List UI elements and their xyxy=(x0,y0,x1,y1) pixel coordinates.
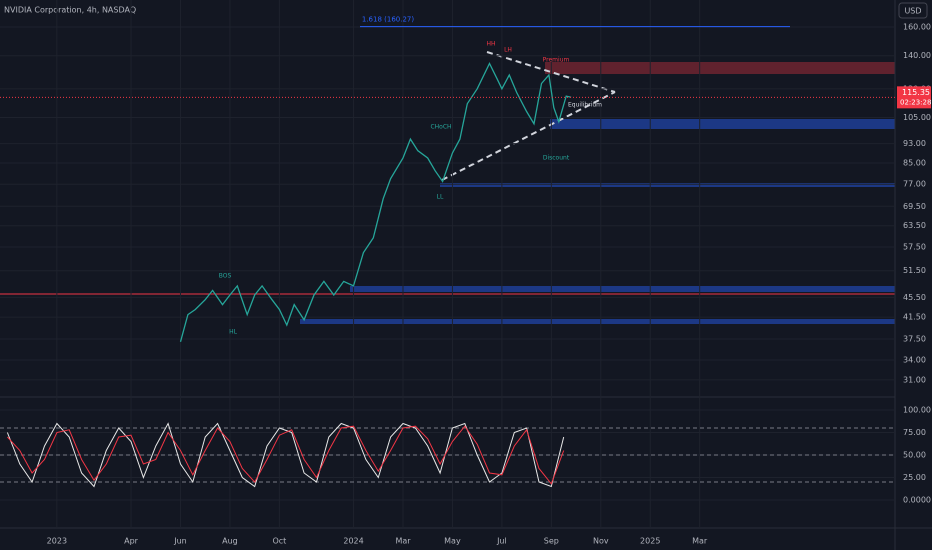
annotation: CHoCH xyxy=(430,124,451,131)
x-tick-label: 2023 xyxy=(47,537,67,546)
x-tick-label: Mar xyxy=(395,537,411,546)
annotation: Equilibrium xyxy=(568,102,602,109)
x-tick-label: 2025 xyxy=(640,537,660,546)
x-tick-label: Apr xyxy=(124,537,139,546)
x-tick-label: Oct xyxy=(272,537,286,546)
x-tick-label: Mar xyxy=(692,537,708,546)
y-tick-label: 45.50 xyxy=(903,293,926,302)
annotation: LL xyxy=(437,194,444,201)
y-tick-label: 63.50 xyxy=(903,221,926,230)
y-tick-label: 140.00 xyxy=(903,51,931,60)
y-tick-label: 77.00 xyxy=(903,180,926,189)
x-tick-label: Sep xyxy=(544,537,559,546)
annotation: LH xyxy=(504,47,512,54)
chart-title: NVIDIA Corporation, 4h, NASDAQ xyxy=(4,6,136,15)
last-price-tag xyxy=(897,86,931,109)
y-tick-label: 0.0000 xyxy=(903,495,931,504)
fib-label: 1.618 (160.27) xyxy=(362,16,414,24)
y-tick-label: 93.00 xyxy=(903,139,926,148)
currency-button[interactable] xyxy=(898,2,928,19)
annotation: Premium xyxy=(543,57,570,64)
x-tick-label: Aug xyxy=(222,537,238,546)
annotation: Discount xyxy=(543,155,570,162)
price-line xyxy=(179,62,572,342)
demand-zone xyxy=(300,319,895,324)
x-tick-label: Nov xyxy=(593,537,609,546)
y-tick-label: 160.00 xyxy=(903,22,931,31)
x-tick-label: Jun xyxy=(173,537,187,546)
y-tick-label: 57.50 xyxy=(903,243,926,252)
currency[interactable]: USD xyxy=(904,7,921,16)
triangle-line xyxy=(486,51,616,93)
y-tick-label: 85.00 xyxy=(903,158,926,167)
triangle-line xyxy=(441,91,616,181)
countdown: 02:23:28 xyxy=(900,98,931,106)
x-tick-label: May xyxy=(444,537,461,546)
y-tick-label: 37.50 xyxy=(903,334,926,343)
y-tick-label: 69.50 xyxy=(903,202,926,211)
y-tick-label: 100.00 xyxy=(903,405,931,414)
oscillator-line xyxy=(7,425,565,485)
y-tick-label: 75.00 xyxy=(903,428,926,437)
annotation: HL xyxy=(229,329,238,336)
y-tick-label: 31.00 xyxy=(903,375,926,384)
annotation: HH xyxy=(486,41,495,48)
x-tick-label: 2024 xyxy=(343,537,363,546)
y-tick-label: 50.00 xyxy=(903,450,926,459)
y-tick-label: 25.00 xyxy=(903,473,926,482)
y-tick-label: 51.50 xyxy=(903,266,926,275)
last-price: 115.35 xyxy=(902,88,930,97)
y-tick-label: 41.50 xyxy=(903,313,926,322)
y-tick-label: 34.00 xyxy=(903,356,926,365)
demand-zone xyxy=(550,119,895,129)
x-tick-label: Jul xyxy=(496,537,507,546)
demand-zone xyxy=(350,286,895,292)
annotation: BOS xyxy=(219,273,232,280)
supply-zone xyxy=(545,62,895,74)
y-tick-label: 105.00 xyxy=(903,113,931,122)
demand-zone xyxy=(440,183,895,187)
oscillator-line xyxy=(6,422,565,488)
